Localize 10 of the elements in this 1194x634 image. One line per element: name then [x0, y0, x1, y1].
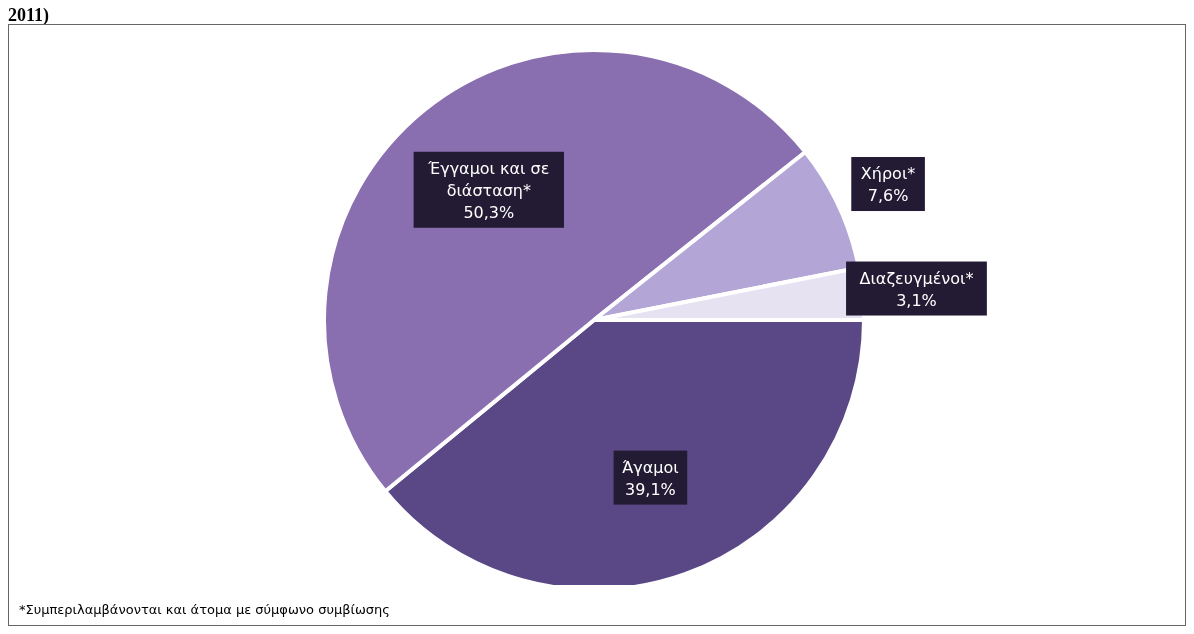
slice-label: Χήροι*	[860, 164, 916, 184]
data-label: 50,3%	[463, 202, 515, 222]
data-label: 3,1%	[896, 290, 937, 310]
data-label: 7,6%	[867, 186, 909, 206]
text: 2011)	[8, 5, 50, 25]
text: *Συμπεριλαμβάνονται και άτομα με σύμφωνο συμβίωσης	[19, 602, 390, 617]
data-label: 39,1%	[624, 479, 676, 499]
slice-label: Έγγαμοι και σε διάσταση*	[427, 158, 550, 200]
slice-label: Άγαμοι	[622, 457, 679, 477]
slice-label: Διαζευγμένοι*	[859, 268, 974, 288]
